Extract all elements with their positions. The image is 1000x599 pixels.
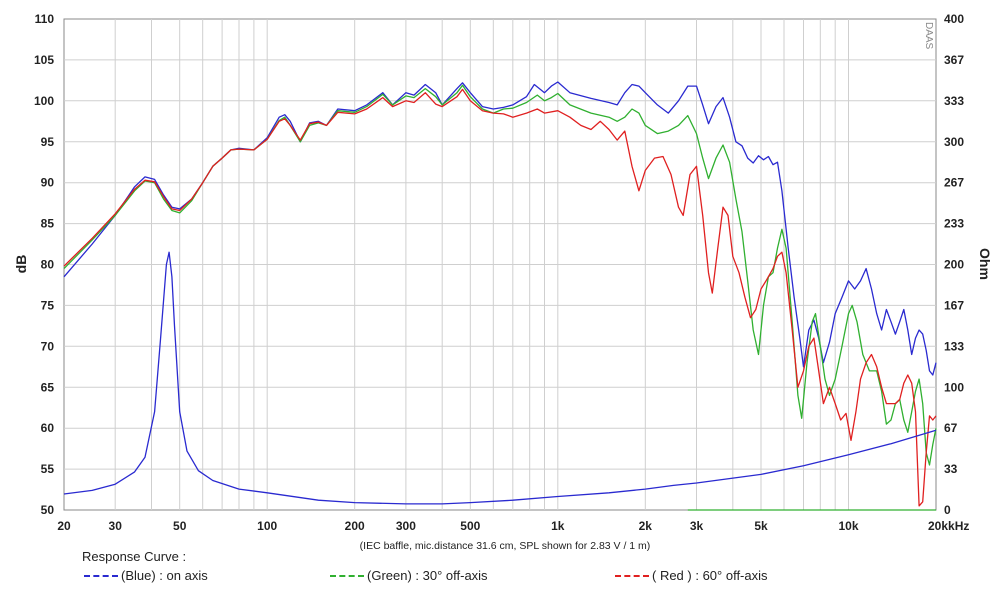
tick-labels: 110 105 100 95 90 85 80 75 70 65 60 55 50 400 367 333 30… [34, 12, 969, 533]
y-tick-label: 85 [41, 217, 55, 231]
grid [64, 19, 936, 510]
x-tick-label: 20kkHz [928, 519, 969, 533]
y-axis-label: dB [13, 255, 29, 274]
y-tick-label: 60 [41, 421, 55, 435]
y2-tick-label: 100 [944, 380, 964, 394]
series-line-0 [63, 81, 937, 376]
y2-tick-label: 33 [944, 462, 958, 476]
y2-axis-label: Ohm [977, 248, 993, 280]
x-tick-label: 10k [838, 519, 858, 533]
x-tick-label: 2k [639, 519, 653, 533]
series-line-1 [63, 84, 937, 466]
y2-tick-label: 67 [944, 421, 958, 435]
x-tick-label: 5k [754, 519, 768, 533]
y2-tick-label: 367 [944, 53, 964, 67]
series-line-2 [63, 88, 937, 507]
x-tick-label: 3k [690, 519, 704, 533]
watermark: DAAS [923, 22, 934, 50]
series-group [63, 81, 937, 511]
y-tick-label: 70 [41, 339, 55, 353]
y2-tick-label: 133 [944, 339, 964, 353]
y-tick-label: 75 [41, 298, 55, 312]
x-tick-label: 500 [460, 519, 480, 533]
measurement-note: (IEC baffle, mic.distance 31.6 cm, SPL s… [360, 540, 651, 552]
y2-tick-label: 0 [944, 503, 951, 517]
y-tick-label: 110 [35, 12, 55, 26]
y-tick-label: 95 [41, 135, 55, 149]
y-tick-label: 65 [41, 380, 55, 394]
x-tick-label: 30 [109, 519, 123, 533]
y-tick-label: 100 [34, 94, 54, 108]
y2-tick-label: 333 [944, 94, 964, 108]
y-tick-label: 105 [34, 53, 54, 67]
y-tick-label: 90 [41, 176, 55, 190]
x-tick-label: 100 [257, 519, 277, 533]
series-line-3 [63, 251, 937, 505]
x-tick-label: 200 [345, 519, 365, 533]
x-tick-label: 20 [57, 519, 71, 533]
x-tick-label: 50 [173, 519, 187, 533]
y2-tick-label: 267 [944, 176, 964, 190]
y2-tick-label: 400 [944, 12, 964, 26]
y2-tick-label: 300 [944, 135, 964, 149]
y-tick-label: 55 [41, 462, 55, 476]
x-tick-label: 1k [551, 519, 565, 533]
y2-tick-label: 200 [944, 258, 964, 272]
y-tick-label: 80 [41, 258, 55, 272]
x-tick-label: 300 [396, 519, 416, 533]
y2-tick-label: 167 [944, 298, 964, 312]
y2-tick-label: 233 [944, 217, 964, 231]
y-tick-label: 50 [41, 503, 55, 517]
